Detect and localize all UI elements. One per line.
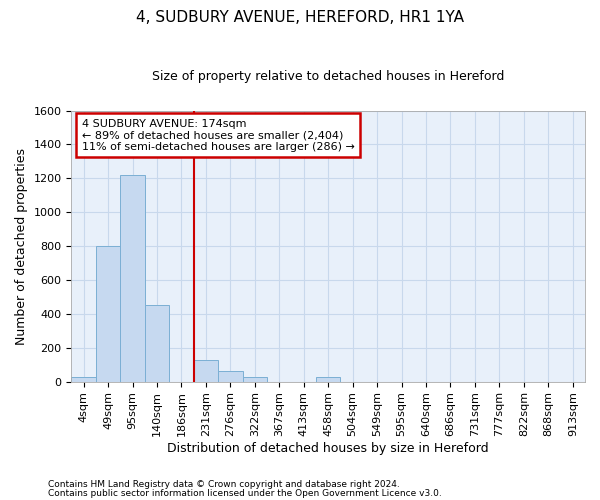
Text: 4, SUDBURY AVENUE, HEREFORD, HR1 1YA: 4, SUDBURY AVENUE, HEREFORD, HR1 1YA: [136, 10, 464, 25]
Bar: [316, 378, 340, 382]
Bar: [121, 175, 145, 382]
Y-axis label: Number of detached properties: Number of detached properties: [15, 148, 28, 344]
Text: 4 SUDBURY AVENUE: 174sqm
← 89% of detached houses are smaller (2,404)
11% of sem: 4 SUDBURY AVENUE: 174sqm ← 89% of detach…: [82, 118, 355, 152]
Bar: [242, 378, 267, 382]
Bar: [145, 306, 169, 382]
Bar: [96, 246, 121, 382]
X-axis label: Distribution of detached houses by size in Hereford: Distribution of detached houses by size …: [167, 442, 489, 455]
Text: Contains HM Land Registry data © Crown copyright and database right 2024.: Contains HM Land Registry data © Crown c…: [48, 480, 400, 489]
Title: Size of property relative to detached houses in Hereford: Size of property relative to detached ho…: [152, 70, 505, 83]
Text: Contains public sector information licensed under the Open Government Licence v3: Contains public sector information licen…: [48, 488, 442, 498]
Bar: [71, 378, 96, 382]
Bar: [194, 360, 218, 382]
Bar: [218, 372, 242, 382]
